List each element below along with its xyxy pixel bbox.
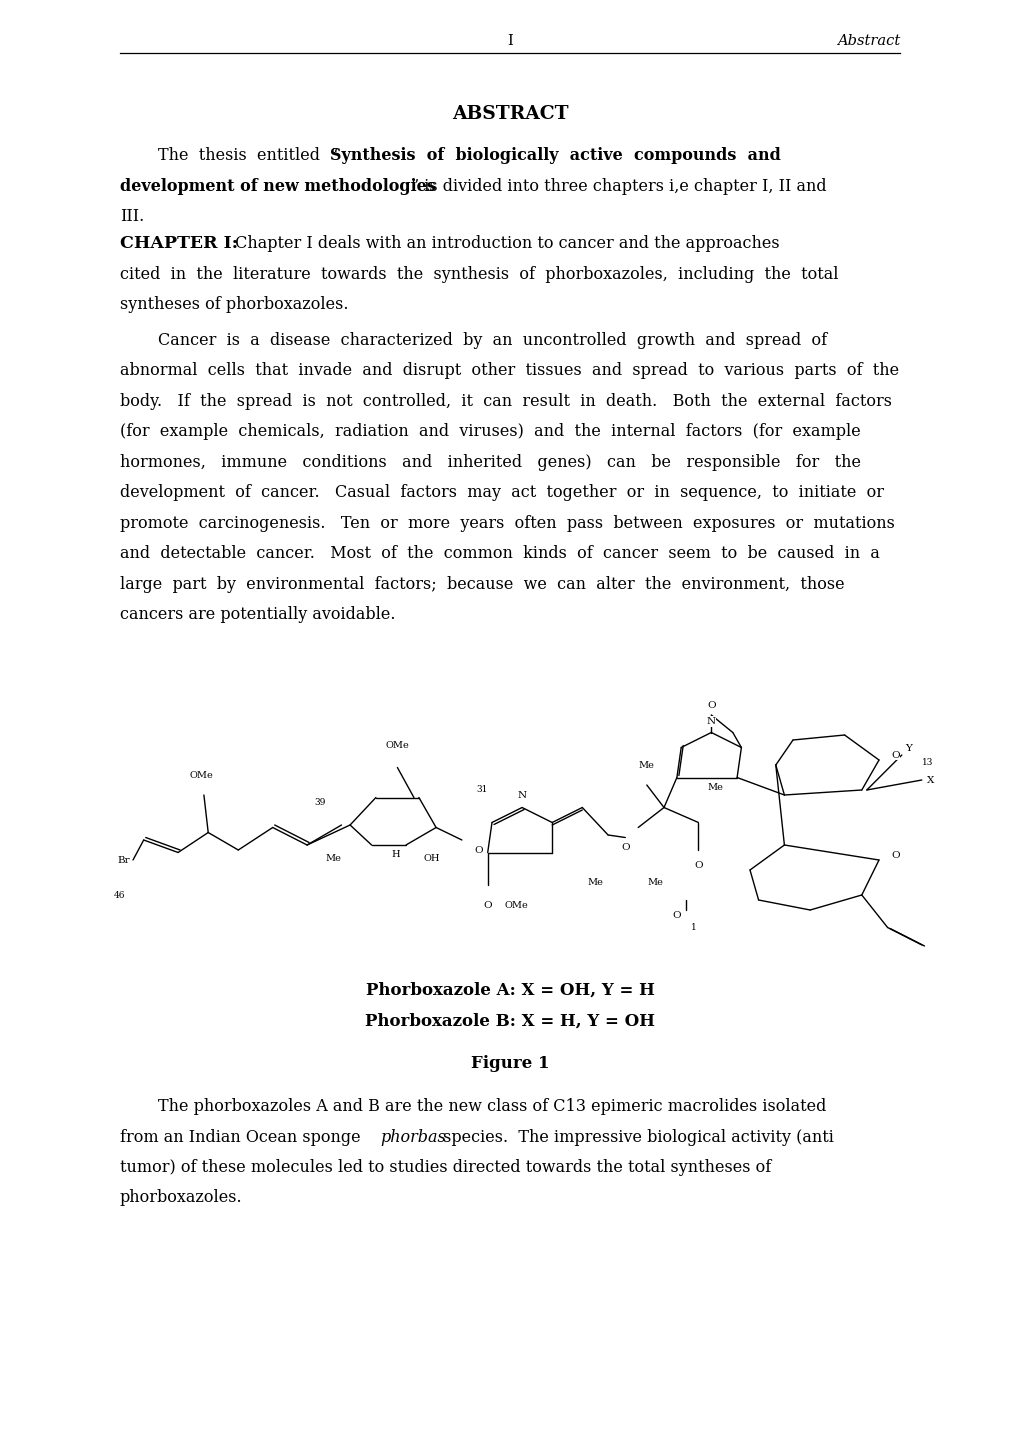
Text: Chapter I deals with an introduction to cancer and the approaches: Chapter I deals with an introduction to … xyxy=(229,235,779,253)
Text: ABSTRACT: ABSTRACT xyxy=(451,105,568,123)
Text: O: O xyxy=(891,750,899,759)
Text: (for  example  chemicals,  radiation  and  viruses)  and  the  internal  factors: (for example chemicals, radiation and vi… xyxy=(120,423,860,440)
Text: O: O xyxy=(891,850,899,860)
Text: The phorboxazoles A and B are the new class of C13 epimeric macrolides isolated: The phorboxazoles A and B are the new cl… xyxy=(158,1098,825,1115)
Text: O: O xyxy=(706,700,715,710)
Text: H: H xyxy=(391,850,399,859)
Text: Phorboxazole B: X = H, Y = OH: Phorboxazole B: X = H, Y = OH xyxy=(365,1013,654,1029)
Text: phorbas: phorbas xyxy=(380,1128,445,1146)
Text: O: O xyxy=(474,846,483,854)
Text: O: O xyxy=(621,843,629,851)
Text: Abstract: Abstract xyxy=(836,35,899,48)
Text: O: O xyxy=(693,860,702,870)
Text: development of new methodologies: development of new methodologies xyxy=(120,177,435,195)
Text: X: X xyxy=(926,775,933,785)
Text: N: N xyxy=(517,791,526,799)
Text: phorboxazoles.: phorboxazoles. xyxy=(120,1189,243,1206)
Text: Figure 1: Figure 1 xyxy=(471,1055,548,1072)
Text: promote  carcinogenesis.   Ten  or  more  years  often  pass  between  exposures: promote carcinogenesis. Ten or more year… xyxy=(120,515,894,531)
Text: O: O xyxy=(483,900,491,909)
Text: cited  in  the  literature  towards  the  synthesis  of  phorboxazoles,  includi: cited in the literature towards the synt… xyxy=(120,266,838,283)
Text: large  part  by  environmental  factors;  because  we  can  alter  the  environm: large part by environmental factors; bec… xyxy=(120,576,844,593)
Text: body.   If  the  spread  is  not  controlled,  it  can  result  in  death.   Bot: body. If the spread is not controlled, i… xyxy=(120,392,892,410)
Text: and  detectable  cancer.   Most  of  the  common  kinds  of  cancer  seem  to  b: and detectable cancer. Most of the commo… xyxy=(120,545,879,561)
Text: Me: Me xyxy=(325,853,341,863)
Text: ” is divided into three chapters i,e chapter I, II and: ” is divided into three chapters i,e cha… xyxy=(411,177,825,195)
Text: species.  The impressive biological activity (anti: species. The impressive biological activ… xyxy=(437,1128,834,1146)
Text: Me: Me xyxy=(707,784,722,792)
Text: development  of  cancer.   Casual  factors  may  act  together  or  in  sequence: development of cancer. Casual factors ma… xyxy=(120,483,883,501)
Text: III.: III. xyxy=(120,208,144,225)
Text: 1: 1 xyxy=(691,924,696,932)
Text: cancers are potentially avoidable.: cancers are potentially avoidable. xyxy=(120,606,395,623)
Text: 31: 31 xyxy=(476,785,487,794)
Text: Cancer  is  a  disease  characterized  by  an  uncontrolled  growth  and  spread: Cancer is a disease characterized by an … xyxy=(158,332,826,349)
Text: Synthesis  of  biologically  active  compounds  and: Synthesis of biologically active compoun… xyxy=(330,147,781,165)
Text: Br: Br xyxy=(117,856,129,864)
Text: OMe: OMe xyxy=(504,900,528,909)
Text: Y: Y xyxy=(904,743,911,752)
Text: syntheses of phorboxazoles.: syntheses of phorboxazoles. xyxy=(120,296,348,313)
Text: I: I xyxy=(506,35,513,48)
Text: CHAPTER I:: CHAPTER I: xyxy=(120,235,237,253)
Text: tumor) of these molecules led to studies directed towards the total syntheses of: tumor) of these molecules led to studies… xyxy=(120,1159,770,1176)
Text: Phorboxazole A: X = OH, Y = H: Phorboxazole A: X = OH, Y = H xyxy=(365,983,654,999)
Text: from an Indian Ocean sponge: from an Indian Ocean sponge xyxy=(120,1128,366,1146)
Text: The  thesis  entitled  “: The thesis entitled “ xyxy=(158,147,338,165)
Text: 39: 39 xyxy=(314,798,325,807)
Text: Me: Me xyxy=(647,877,662,887)
Text: Me: Me xyxy=(638,760,654,769)
Text: OMe: OMe xyxy=(385,740,409,749)
Text: 13: 13 xyxy=(921,758,932,766)
Text: N: N xyxy=(706,717,715,726)
Text: abnormal  cells  that  invade  and  disrupt  other  tissues  and  spread  to  va: abnormal cells that invade and disrupt o… xyxy=(120,362,898,380)
Text: OMe: OMe xyxy=(190,771,213,779)
Text: hormones,   immune   conditions   and   inherited   genes)   can   be   responsi: hormones, immune conditions and inherite… xyxy=(120,453,860,470)
Text: Me: Me xyxy=(587,877,602,887)
Text: O: O xyxy=(672,911,681,919)
Text: 46: 46 xyxy=(114,890,125,899)
Text: OH: OH xyxy=(424,853,440,863)
